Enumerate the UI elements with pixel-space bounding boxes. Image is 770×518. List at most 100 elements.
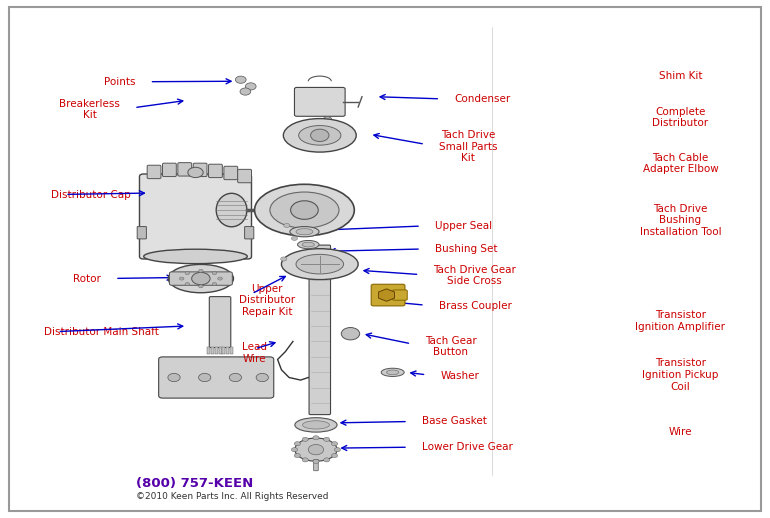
Circle shape [185,282,189,285]
Bar [211,347,214,354]
Ellipse shape [296,228,313,235]
FancyBboxPatch shape [393,290,407,300]
Text: Transistor
Ignition Amplifier: Transistor Ignition Amplifier [635,310,725,332]
Ellipse shape [297,240,319,249]
FancyBboxPatch shape [371,284,405,306]
FancyBboxPatch shape [209,297,231,348]
Circle shape [185,271,189,275]
Circle shape [236,76,246,83]
Circle shape [212,271,216,275]
FancyBboxPatch shape [313,459,318,471]
Ellipse shape [290,226,319,237]
Text: Lead
Wire: Lead Wire [242,342,266,364]
Bar [230,347,233,354]
Ellipse shape [216,193,247,227]
FancyBboxPatch shape [139,174,252,259]
Text: Tach Drive
Bushing
Installation Tool: Tach Drive Bushing Installation Tool [640,204,721,237]
Ellipse shape [255,184,354,236]
Circle shape [310,129,329,141]
Text: Base Gasket: Base Gasket [422,416,487,426]
FancyBboxPatch shape [162,163,176,177]
Circle shape [334,448,340,452]
Text: (800) 757-KEEN: (800) 757-KEEN [136,477,253,490]
Ellipse shape [144,249,247,264]
FancyBboxPatch shape [238,169,252,183]
Circle shape [332,442,337,446]
Text: Distributor Main Shaft: Distributor Main Shaft [44,327,159,337]
Ellipse shape [281,249,358,280]
Ellipse shape [299,125,341,145]
Text: Shim Kit: Shim Kit [658,71,702,81]
Bar [207,347,210,354]
Text: Tach Drive
Small Parts
Kit: Tach Drive Small Parts Kit [439,130,497,163]
Ellipse shape [302,242,314,247]
Circle shape [315,127,324,133]
Ellipse shape [381,368,404,377]
Circle shape [218,277,223,280]
Circle shape [294,453,300,457]
Text: Upper Seal: Upper Seal [435,221,492,231]
FancyBboxPatch shape [193,163,207,177]
Circle shape [341,327,360,340]
FancyBboxPatch shape [294,88,345,116]
Ellipse shape [169,264,233,293]
Text: Condenser: Condenser [454,94,511,104]
Circle shape [212,282,216,285]
Circle shape [199,269,203,272]
Circle shape [256,373,269,382]
FancyBboxPatch shape [178,163,192,176]
Circle shape [302,458,308,462]
Circle shape [188,167,203,178]
FancyBboxPatch shape [169,272,233,285]
Circle shape [240,88,251,95]
Text: Wire: Wire [668,427,692,437]
Circle shape [291,448,297,452]
FancyBboxPatch shape [159,357,274,398]
Circle shape [311,124,320,131]
Ellipse shape [296,254,343,274]
Text: Upper
Distributor
Repair Kit: Upper Distributor Repair Kit [239,284,296,317]
Ellipse shape [283,119,357,152]
Circle shape [308,444,323,455]
Circle shape [283,223,290,227]
Circle shape [290,201,318,219]
Circle shape [280,257,286,261]
Circle shape [294,442,300,446]
FancyBboxPatch shape [224,166,238,180]
FancyBboxPatch shape [245,226,254,239]
Bar [215,347,218,354]
Text: Brass Coupler: Brass Coupler [439,301,511,311]
Circle shape [332,453,337,457]
Circle shape [199,285,203,288]
Circle shape [307,122,316,128]
FancyBboxPatch shape [147,165,161,179]
Ellipse shape [303,421,330,429]
Circle shape [291,236,297,240]
Text: Distributor Cap: Distributor Cap [52,190,131,199]
Circle shape [323,437,330,441]
Bar [219,347,222,354]
Text: Washer: Washer [440,371,479,381]
Text: ©2010 Keen Parts Inc. All Rights Reserved: ©2010 Keen Parts Inc. All Rights Reserve… [136,492,328,500]
Circle shape [313,436,319,440]
Ellipse shape [270,192,339,228]
Ellipse shape [295,438,337,461]
Ellipse shape [295,418,337,432]
Text: Points: Points [104,77,136,87]
Text: Transistor
Ignition Pickup
Coil: Transistor Ignition Pickup Coil [642,358,718,392]
Ellipse shape [387,370,399,375]
Circle shape [246,83,256,90]
Text: Breakerless
Kit: Breakerless Kit [59,99,120,120]
Circle shape [199,373,211,382]
Text: Tach Drive Gear
Side Cross: Tach Drive Gear Side Cross [434,265,516,286]
Circle shape [179,277,184,280]
Bar [226,347,229,354]
Circle shape [323,458,330,462]
Circle shape [323,117,332,123]
Circle shape [229,373,242,382]
Text: Bushing Set: Bushing Set [435,243,497,254]
Bar [223,347,226,354]
Text: Rotor: Rotor [73,274,101,283]
Text: Complete
Distributor: Complete Distributor [652,107,708,128]
Text: Tach Gear
Button: Tach Gear Button [425,336,477,357]
